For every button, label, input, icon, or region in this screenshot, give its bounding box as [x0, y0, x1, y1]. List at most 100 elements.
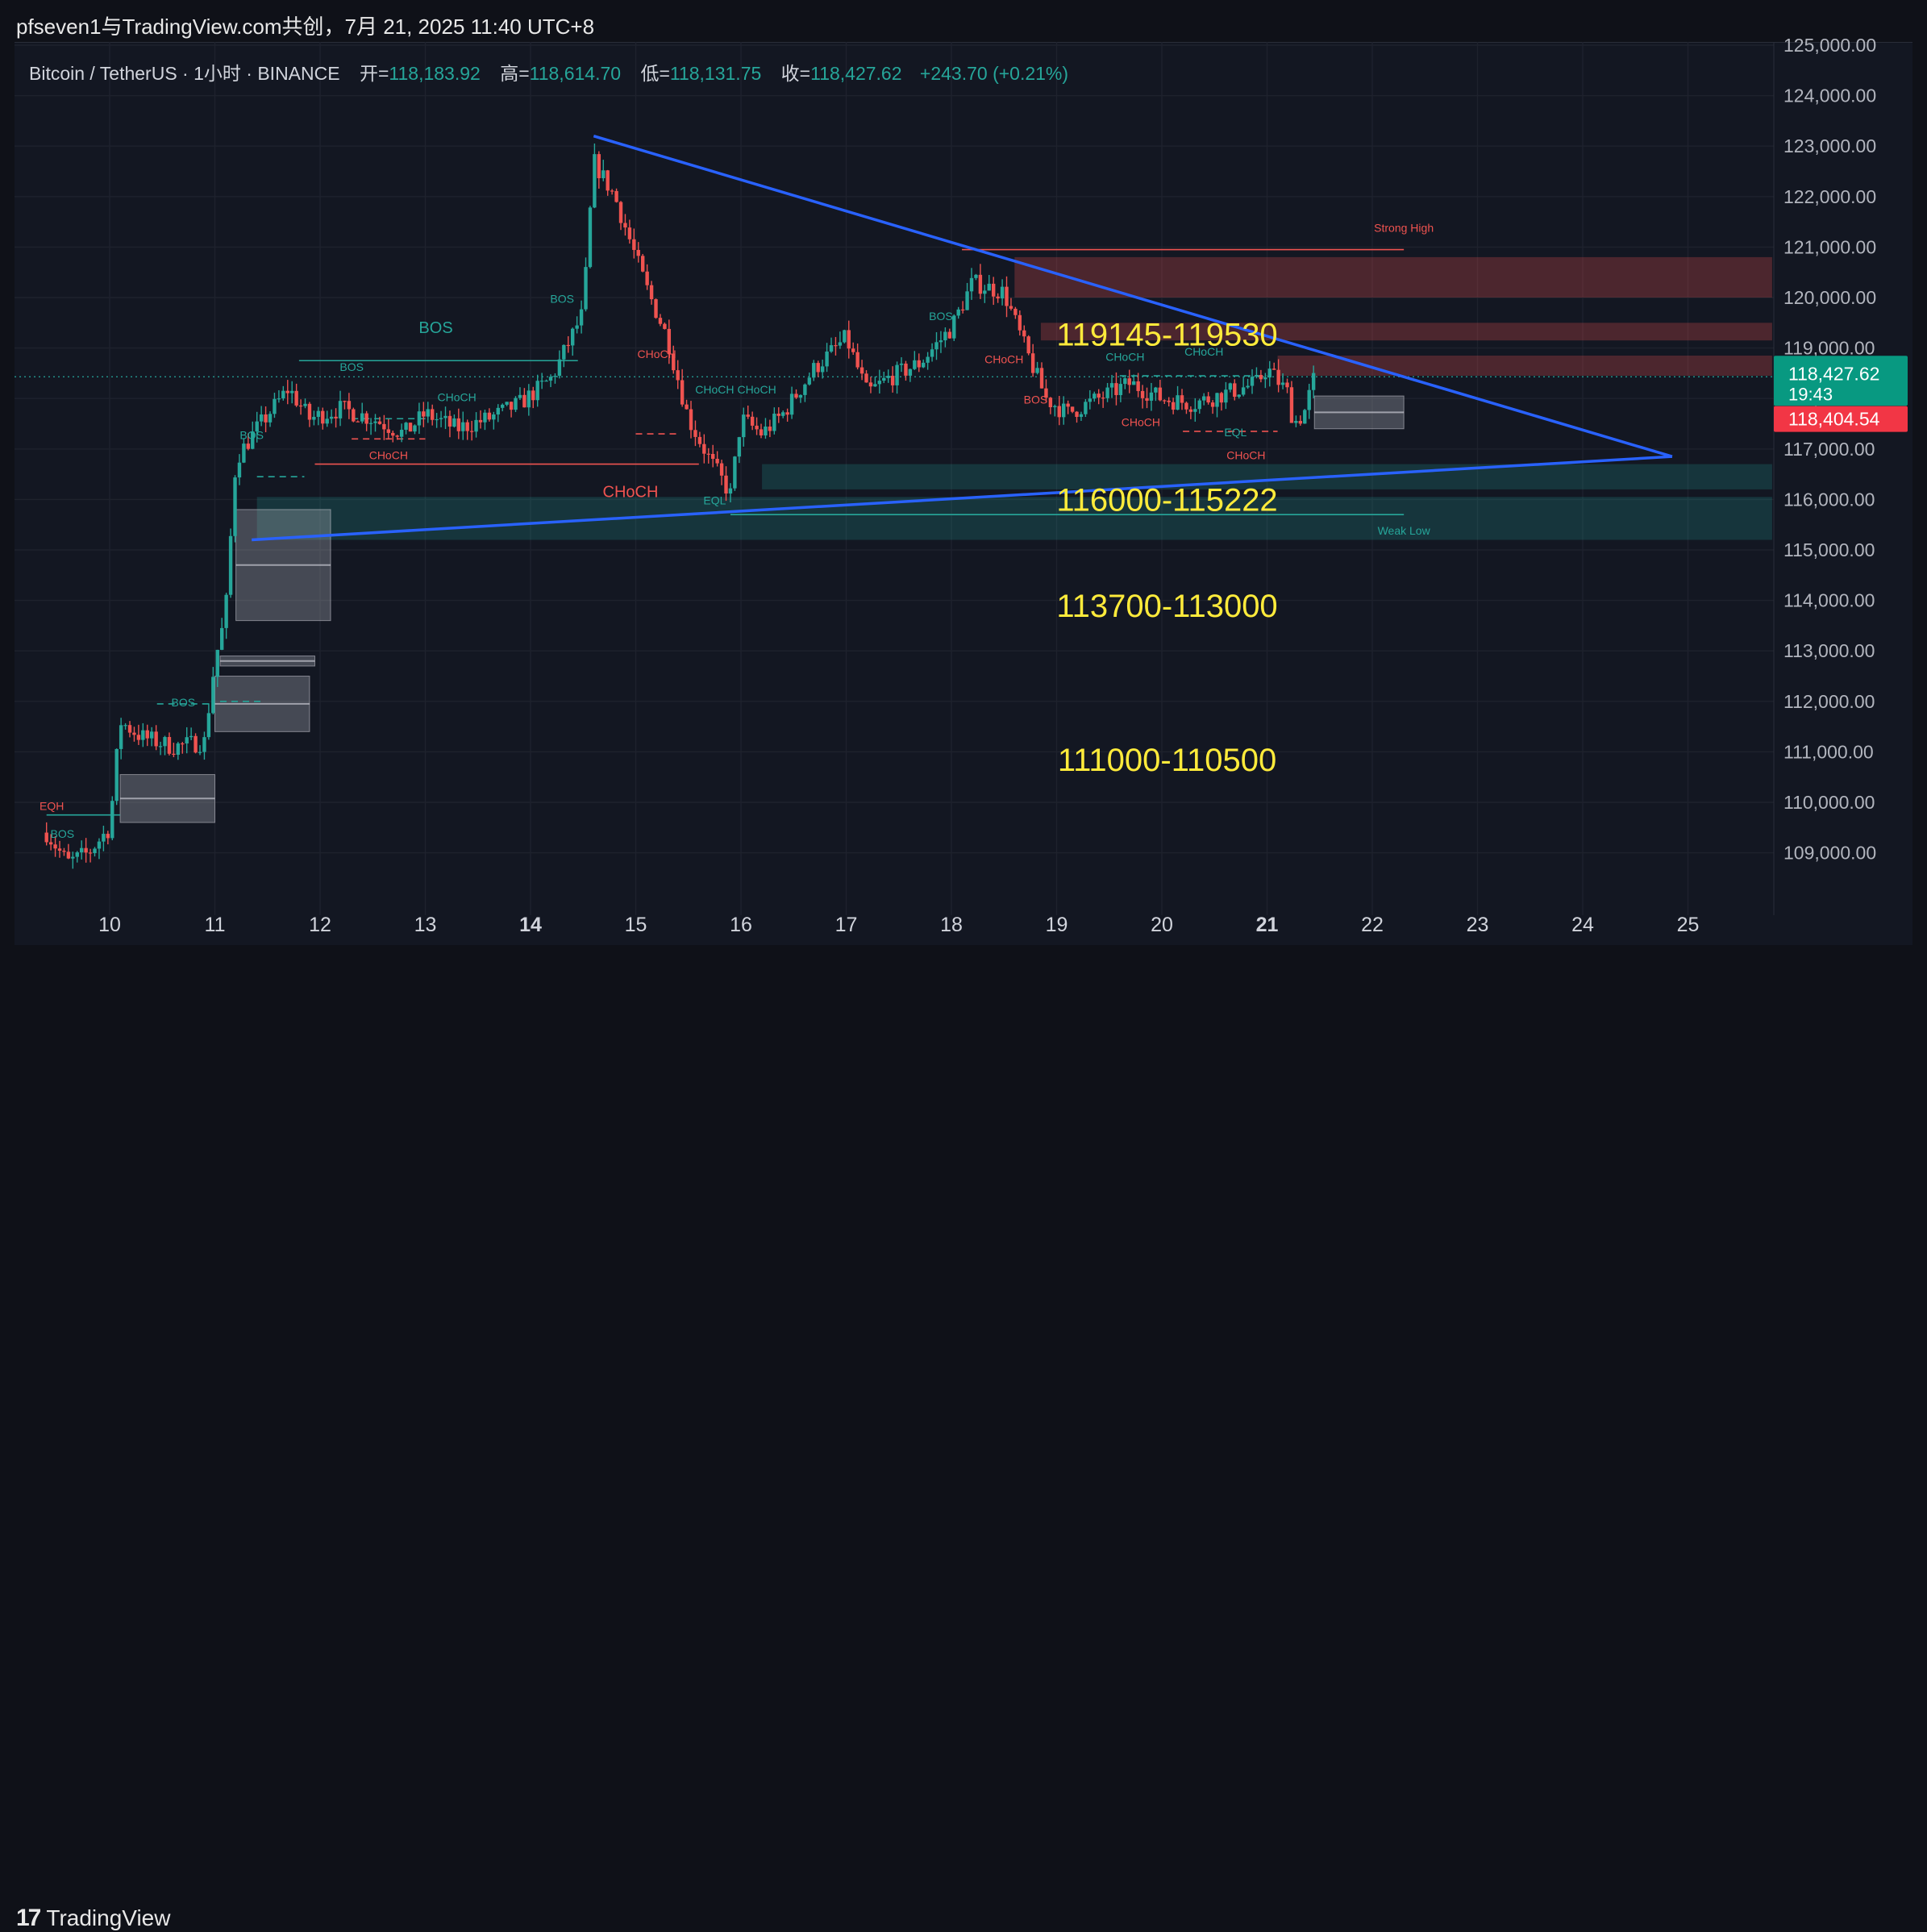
candle-body	[859, 367, 864, 374]
candle-body	[1140, 390, 1145, 398]
supply-zone	[1277, 355, 1772, 377]
candle-body	[360, 413, 364, 422]
candle-body	[338, 401, 343, 418]
candle-body	[127, 725, 132, 733]
candle-body	[233, 477, 237, 536]
trendlines[interactable]	[252, 135, 1673, 542]
chart-caption: pfseven1与TradingView.com共创，7月 21, 2025 1…	[16, 15, 595, 39]
structure-label: CHoCH	[1184, 345, 1223, 358]
candle-body	[321, 410, 325, 424]
tradingview-logo-icon: 17	[16, 1905, 41, 1931]
candle-body	[75, 852, 79, 857]
candle-body	[641, 256, 645, 272]
candle-body	[215, 649, 219, 677]
structure-label: CHoCH	[695, 383, 734, 396]
candle-body	[93, 848, 97, 854]
candle-body	[492, 414, 496, 420]
x-tick-label: 15	[625, 914, 647, 936]
tradingview-logo[interactable]: 17 TradingView	[16, 1905, 170, 1932]
y-tick-label: 124,000.00	[1783, 85, 1876, 106]
y-tick-label: 109,000.00	[1783, 843, 1876, 864]
price-annotations: 119145-119530 116000-115222 113700-113000 1…	[1056, 318, 1277, 778]
x-tick-label: 18	[940, 914, 963, 936]
candle-body	[930, 349, 934, 357]
candle-body	[465, 422, 469, 431]
candle-body	[343, 401, 347, 402]
candle-body	[956, 309, 960, 316]
candle-body	[228, 535, 233, 595]
candle-body	[1224, 389, 1228, 403]
candle-body	[447, 415, 452, 427]
candle-body	[1154, 387, 1158, 393]
structure-label: BOS	[550, 292, 574, 305]
x-tick-label: 12	[309, 914, 331, 936]
y-tick-label: 114,000.00	[1783, 590, 1875, 611]
structure-label: BOS	[50, 827, 74, 840]
candle-body	[404, 423, 408, 430]
candle-body	[535, 381, 539, 401]
candle-body	[680, 380, 685, 405]
candle-body	[645, 271, 649, 285]
structure-label: CHoCH	[737, 383, 776, 396]
y-tick-label: 115,000.00	[1783, 539, 1875, 560]
y-tick-label: 121,000.00	[1783, 236, 1876, 257]
candle-body	[755, 425, 759, 430]
candle-body	[71, 856, 75, 859]
candle-body	[426, 409, 430, 417]
candle-body	[899, 363, 904, 365]
candle-body	[329, 416, 334, 419]
candle-body	[1184, 402, 1188, 410]
candle-body	[1057, 406, 1061, 418]
price-axis[interactable]: 125,000.00 124,000.00 123,000.00 122,000.00…	[1783, 35, 1876, 864]
candle-body	[789, 393, 794, 415]
candle-body	[575, 325, 579, 329]
candle-body	[1267, 368, 1271, 378]
candle-body	[1009, 306, 1013, 309]
candle-body	[1053, 406, 1057, 407]
candle-body	[141, 730, 145, 740]
candle-body	[947, 331, 952, 339]
candle-body	[242, 443, 246, 463]
candle-body	[518, 394, 522, 398]
trendline	[252, 455, 1673, 542]
candle-body	[1285, 382, 1289, 388]
candle-body	[505, 402, 509, 405]
candle-body	[566, 344, 570, 347]
candle-body	[395, 435, 399, 437]
candle-body	[1294, 421, 1298, 423]
structure-label: CHoCH	[637, 348, 676, 360]
change-value: +243.70 (+0.21%)	[919, 63, 1069, 84]
chart-frame[interactable]	[15, 42, 1912, 946]
candle-body	[251, 431, 255, 449]
price-chart[interactable]: BOSBOSBOSBOSBOSBOSBOSBOSCHoCHCHoCHCHoCHC…	[0, 0, 1927, 1001]
open-value: 118,183.92	[389, 63, 481, 84]
candle-body	[391, 432, 395, 436]
time-axis[interactable]: 10 11 12 13 14 15 16 17 18 19 20 21 22 23 24 25	[98, 914, 1699, 936]
candle-body	[509, 402, 514, 410]
candle-body	[1088, 398, 1093, 402]
x-tick-label: 25	[1677, 914, 1700, 936]
candle-body	[1044, 388, 1048, 398]
candle-body	[1132, 381, 1136, 385]
candle-body	[636, 249, 640, 256]
candle-body	[474, 419, 478, 432]
candle-body	[110, 801, 114, 839]
candle-body	[597, 154, 601, 178]
candle-body	[1167, 400, 1171, 402]
candle-body	[663, 323, 667, 329]
symbol-label[interactable]: Bitcoin / TetherUS · 1小时 · BINANCE	[29, 63, 340, 84]
candle-body	[102, 834, 106, 842]
candle-body	[658, 318, 663, 324]
secondary-price-tag	[1774, 406, 1908, 432]
candle-body	[764, 427, 768, 436]
candle-body	[1118, 384, 1123, 395]
candle-body	[106, 834, 110, 839]
candle-body	[386, 429, 391, 433]
x-tick-label: 10	[98, 914, 121, 936]
candle-body	[443, 415, 447, 418]
order-blocks	[119, 395, 1405, 823]
candle-body	[1188, 409, 1193, 412]
candle-body	[1127, 378, 1131, 385]
candle-body	[255, 421, 259, 432]
candle-body	[264, 414, 268, 423]
